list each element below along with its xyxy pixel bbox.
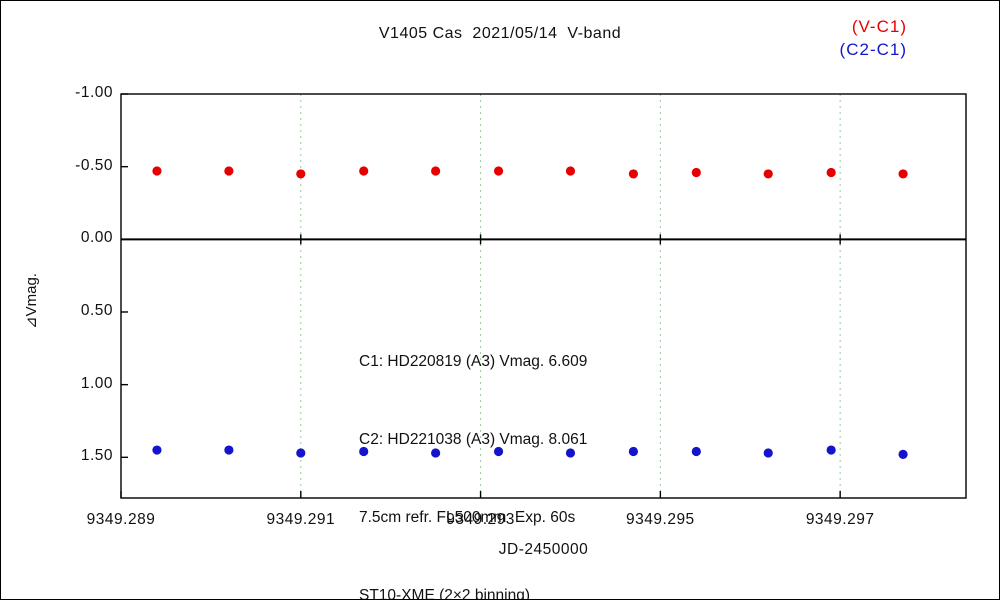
y-tick-label: -1.00: [75, 84, 113, 101]
x-axis-label: JD-2450000: [498, 541, 589, 558]
annotation-line-camera: ST10-XME (2×2 binning): [359, 587, 531, 600]
data-point-V-C1: [763, 169, 773, 179]
x-tick-label: 9349.291: [266, 511, 336, 528]
data-point-V-C1: [493, 166, 504, 176]
annotation-line-optics: 7.5cm refr. FL500mm Exp. 60s: [359, 509, 576, 526]
y-tick-label: 1.50: [80, 447, 113, 465]
data-point-C2-C1: [826, 445, 836, 455]
data-point-V-C1: [431, 166, 441, 176]
annotation-block: C1: HD220819 (A3) Vmag. 6.609 C2: HD2210…: [359, 297, 588, 600]
legend: (V-C1) (C2-C1): [840, 15, 907, 61]
data-point-C2-C1: [431, 448, 441, 458]
plot-border: [120, 93, 967, 499]
data-point-C2-C1: [493, 446, 504, 457]
x-tick-label: 9349.295: [626, 511, 695, 528]
data-point-C2-C1: [152, 445, 162, 455]
data-point-C2-C1: [224, 445, 234, 455]
data-point-C2-C1: [898, 449, 908, 460]
data-point-V-C1: [152, 166, 162, 176]
annotation-line-c1: C1: HD220819 (A3) Vmag. 6.609: [359, 353, 588, 370]
x-tick-label: 9349.297: [805, 511, 875, 528]
y-axis-label: ⊿Vmag.: [23, 273, 40, 329]
data-point-V-C1: [826, 167, 836, 178]
annotation-line-c2: C2: HD221038 (A3) Vmag. 8.061: [359, 431, 588, 448]
data-point-C2-C1: [763, 448, 773, 458]
x-tick-label: 9349.289: [86, 511, 156, 528]
data-point-C2-C1: [565, 448, 576, 458]
y-tick-label: -0.50: [75, 156, 113, 174]
data-point-V-C1: [359, 166, 369, 176]
data-point-C2-C1: [628, 446, 638, 457]
chart-title: V1405 Cas 2021/05/14 V-band: [378, 25, 622, 42]
data-point-C2-C1: [691, 446, 701, 457]
legend-item-c2-c1: (C2-C1): [839, 40, 907, 59]
y-tick-label: 1.00: [80, 374, 113, 392]
data-point-V-C1: [691, 167, 701, 178]
data-point-V-C1: [898, 169, 908, 179]
data-point-C2-C1: [359, 446, 369, 457]
data-point-C2-C1: [296, 448, 306, 458]
legend-item-v-c1: (V-C1): [851, 17, 907, 36]
data-point-V-C1: [224, 166, 234, 176]
x-tick-label: 9349.293: [446, 511, 515, 528]
y-tick-label: 0.50: [80, 301, 113, 319]
data-point-V-C1: [296, 169, 306, 179]
data-point-V-C1: [565, 166, 576, 176]
y-tick-label: 0.00: [80, 229, 113, 247]
data-point-V-C1: [628, 169, 638, 179]
